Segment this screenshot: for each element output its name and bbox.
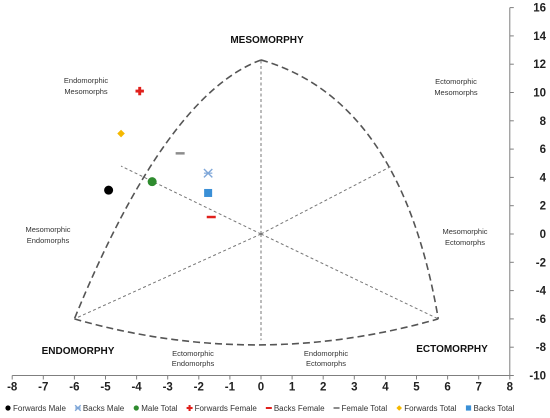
axes: -8 -7 -6 -5 -4 -3 -2 -1 0 1 2 3 4 5 6 7 81614121086420-2… bbox=[7, 3, 547, 394]
x-tick-label: 4 bbox=[382, 382, 389, 394]
point-backs-total bbox=[204, 188, 213, 197]
legend-label-backs-female: Backs Female bbox=[274, 404, 325, 413]
point-forwards-total bbox=[117, 129, 125, 138]
y-tick-label: 2 bbox=[540, 201, 546, 213]
region-label-meso-endo-1: Mesomorphic bbox=[25, 225, 70, 234]
legend-marker-forwards-female bbox=[186, 405, 193, 411]
y-tick-label: 12 bbox=[533, 59, 546, 71]
region-label-endo-ecto-1: Endomorphic bbox=[304, 349, 348, 358]
mesomorphy-label: MESOMORPHY bbox=[230, 35, 304, 46]
legend-marker-forwards-male bbox=[5, 405, 11, 411]
y-tick-label: -6 bbox=[536, 314, 546, 326]
legend-label-backs-total: Backs Total bbox=[474, 404, 515, 413]
legend-label-forwards-female: Forwards Female bbox=[195, 404, 258, 413]
legend-marker-forwards-total bbox=[396, 405, 402, 411]
outline-arc-left bbox=[73, 59, 262, 320]
region-label-ecto-endo-1: Ectomorphic bbox=[172, 349, 214, 358]
legend-marker-backs-total bbox=[465, 405, 472, 411]
ectomorphy-label: ECTOMORPHY bbox=[416, 344, 488, 355]
region-label-endo-meso-2: Mesomorphs bbox=[64, 87, 108, 96]
point-male-total bbox=[147, 177, 157, 187]
point-backs-male bbox=[203, 168, 213, 178]
inner-line-upper-left bbox=[120, 165, 262, 235]
point-forwards-male bbox=[104, 185, 114, 195]
x-tick-label: -2 bbox=[194, 382, 204, 394]
legend-label-male-total: Male Total bbox=[141, 404, 178, 413]
legend-label-female-total: Female Total bbox=[342, 404, 388, 413]
endomorphy-label: ENDOMORPHY bbox=[42, 346, 115, 357]
x-tick-label: 2 bbox=[320, 382, 326, 394]
y-tick-label: -4 bbox=[536, 286, 547, 298]
y-tick-label: -8 bbox=[536, 342, 547, 354]
region-label-meso-ecto-1: Mesomorphic bbox=[442, 227, 487, 236]
x-tick-label: 3 bbox=[351, 382, 357, 394]
y-tick-label: 10 bbox=[533, 88, 546, 100]
point-forwards-female bbox=[135, 86, 144, 96]
x-tick-label: 8 bbox=[507, 382, 514, 394]
y-tick-label: -2 bbox=[536, 257, 546, 269]
y-tick-label: -10 bbox=[529, 371, 546, 383]
x-tick-label: 6 bbox=[444, 382, 450, 394]
y-tick-label: 16 bbox=[533, 3, 546, 15]
region-label-endo-ecto-2: Ectomorphs bbox=[306, 359, 346, 368]
legend-marker-backs-male bbox=[74, 404, 82, 412]
x-tick-label: 7 bbox=[475, 382, 481, 394]
legend: Forwards Male Backs Male Male Total Forward… bbox=[5, 404, 515, 413]
labels: MESOMORPHY ENDOMORPHY ECTOMORPHY Endomor… bbox=[25, 35, 488, 368]
region-label-meso-endo-2: Endomorphs bbox=[27, 236, 70, 245]
x-tick-label: 1 bbox=[289, 382, 296, 394]
y-tick-label: 0 bbox=[540, 229, 546, 241]
region-label-meso-ecto-2: Ectomorphs bbox=[445, 238, 485, 247]
x-tick-label: 0 bbox=[258, 382, 264, 394]
legend-label-forwards-male: Forwards Male bbox=[13, 404, 66, 413]
data-points bbox=[104, 86, 216, 219]
region-label-ecto-endo-2: Endomorphs bbox=[172, 359, 215, 368]
x-tick-label: -8 bbox=[7, 382, 18, 394]
x-tick-label: 5 bbox=[413, 382, 420, 394]
legend-marker-male-total bbox=[133, 405, 139, 411]
y-tick-label: 6 bbox=[540, 144, 546, 156]
y-tick-label: 4 bbox=[540, 172, 547, 184]
x-tick-label: -6 bbox=[69, 382, 79, 394]
inner-line-upper-right bbox=[260, 165, 392, 235]
outline-arc-bottom bbox=[74, 318, 439, 346]
inner-line-endomorphy bbox=[74, 233, 262, 320]
x-tick-label: -5 bbox=[100, 382, 111, 394]
somatochart-outline bbox=[73, 59, 440, 346]
outline-arc-right bbox=[260, 59, 440, 320]
x-tick-label: -4 bbox=[131, 382, 142, 394]
legend-label-forwards-total: Forwards Total bbox=[404, 404, 457, 413]
x-tick-label: -7 bbox=[38, 382, 48, 394]
y-tick-label: 8 bbox=[540, 116, 547, 128]
legend-label-backs-male: Backs Male bbox=[83, 404, 125, 413]
y-tick-label: 14 bbox=[533, 31, 546, 43]
x-tick-label: -3 bbox=[163, 382, 173, 394]
region-label-endo-meso-1: Endomorphic bbox=[64, 76, 108, 85]
region-label-ecto-meso-1: Ectomorphic bbox=[435, 77, 477, 86]
region-label-ecto-meso-2: Mesomorphs bbox=[434, 88, 478, 97]
inner-line-ectomorphy bbox=[260, 233, 439, 320]
x-tick-label: -1 bbox=[225, 382, 236, 394]
